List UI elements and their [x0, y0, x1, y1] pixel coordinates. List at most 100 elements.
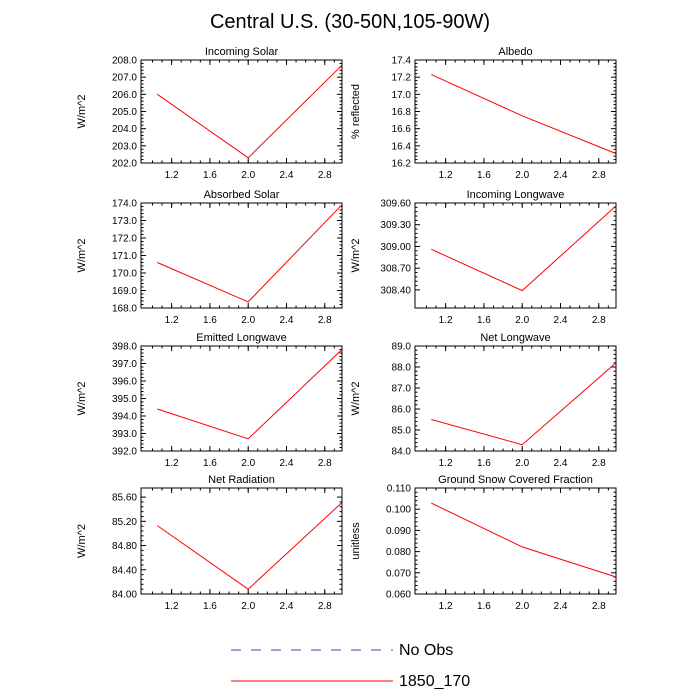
x-tick-label: 2.4: [280, 315, 294, 326]
x-tick-label: 1.2: [165, 601, 179, 612]
y-tick-label: 171.0: [112, 251, 137, 262]
y-axis-label: % reflected: [350, 84, 362, 139]
y-tick-label: 168.0: [112, 304, 137, 315]
series-line: [157, 64, 343, 159]
series-line: [431, 74, 617, 155]
x-tick-label: 2.0: [515, 315, 529, 326]
y-tick-label: 0.100: [386, 505, 411, 516]
x-tick-label: 2.4: [280, 170, 294, 181]
x-tick-label: 1.6: [203, 458, 217, 469]
y-tick-label: 84.00: [112, 590, 137, 601]
x-tick-label: 2.8: [318, 170, 332, 181]
y-tick-label: 16.6: [392, 124, 412, 135]
x-tick-label: 2.0: [515, 458, 529, 469]
y-tick-label: 205.0: [112, 107, 137, 118]
y-tick-label: 398.0: [112, 342, 137, 353]
y-tick-label: 89.0: [392, 342, 412, 353]
x-tick-label: 2.4: [554, 458, 568, 469]
x-tick-label: 1.2: [439, 601, 453, 612]
x-tick-label: 2.4: [554, 315, 568, 326]
y-tick-label: 395.0: [112, 394, 137, 405]
x-tick-label: 1.6: [477, 601, 491, 612]
legend: No Obs 1850_170: [231, 642, 470, 690]
series-line: [431, 205, 617, 292]
y-tick-label: 84.80: [112, 541, 137, 552]
x-tick-label: 1.2: [165, 170, 179, 181]
x-tick-label: 1.2: [165, 315, 179, 326]
y-tick-label: 169.0: [112, 286, 137, 297]
x-tick-label: 1.2: [439, 170, 453, 181]
x-tick-label: 2.4: [554, 601, 568, 612]
panel-albedo: Albedo % reflected 1.2 1.6 2.0 2.4 2.8 16.2 16.4…: [350, 46, 617, 181]
x-tick-label: 2.0: [241, 458, 255, 469]
plot-frame: [414, 487, 617, 595]
y-tick-label: 202.0: [112, 159, 137, 170]
y-tick-label: 204.0: [112, 124, 137, 135]
panel-incoming-solar: Incoming Solar W/m^2 1.2 1.6 2.0 2.4 2.8 202.0 2…: [76, 46, 343, 181]
x-tick-label: 1.2: [439, 315, 453, 326]
y-tick-label: 309.30: [380, 220, 411, 231]
x-tick-label: 2.0: [241, 601, 255, 612]
series-line: [157, 502, 343, 590]
y-tick-label: 84.0: [392, 447, 412, 458]
x-tick-label: 1.6: [477, 458, 491, 469]
x-tick-label: 2.0: [241, 315, 255, 326]
y-tick-label: 17.4: [392, 56, 412, 67]
y-tick-label: 206.0: [112, 90, 137, 101]
y-tick-label: 203.0: [112, 141, 137, 152]
panel-title: Absorbed Solar: [204, 189, 280, 201]
x-tick-label: 1.6: [203, 170, 217, 181]
y-tick-label: 309.00: [380, 242, 411, 253]
y-tick-label: 0.080: [386, 547, 411, 558]
series-line: [431, 362, 617, 446]
y-tick-label: 16.8: [392, 107, 412, 118]
x-tick-label: 2.4: [554, 170, 568, 181]
y-axis-label: W/m^2: [76, 382, 88, 416]
plot-frame: [414, 345, 617, 452]
panel-absorbed-solar: Absorbed Solar W/m^2 1.2 1.6 2.0 2.4 2.8 168.0 1…: [76, 189, 343, 326]
panel-title: Ground Snow Covered Fraction: [438, 474, 593, 486]
panels: Incoming Solar W/m^2 1.2 1.6 2.0 2.4 2.8 202.0 2…: [76, 46, 617, 612]
plot-frame: [140, 202, 343, 309]
y-tick-label: 85.20: [112, 517, 137, 528]
y-tick-label: 393.0: [112, 429, 137, 440]
y-tick-label: 88.0: [392, 363, 412, 374]
panel-net-longwave: Net Longwave W/m^2 1.2 1.6 2.0 2.4 2.8 84.0 85.0…: [350, 332, 617, 469]
legend-label-no-obs: No Obs: [399, 642, 453, 659]
y-axis-label: W/m^2: [350, 239, 362, 273]
y-tick-label: 17.2: [392, 73, 412, 84]
y-tick-label: 86.0: [392, 405, 412, 416]
y-tick-label: 173.0: [112, 216, 137, 227]
y-axis-label: W/m^2: [350, 382, 362, 416]
y-tick-label: 396.0: [112, 377, 137, 388]
y-axis-label: W/m^2: [76, 95, 88, 129]
x-tick-label: 2.4: [280, 458, 294, 469]
x-tick-label: 2.4: [280, 601, 294, 612]
y-tick-label: 172.0: [112, 234, 137, 245]
y-tick-label: 84.40: [112, 565, 137, 576]
x-tick-label: 2.0: [241, 170, 255, 181]
panel-emitted-longwave: Emitted Longwave W/m^2 1.2 1.6 2.0 2.4 2.8 392.…: [76, 332, 343, 469]
plot-frame: [140, 345, 343, 452]
x-tick-label: 1.6: [477, 170, 491, 181]
x-tick-label: 2.8: [592, 601, 606, 612]
y-axis-label: W/m^2: [76, 239, 88, 273]
y-tick-label: 0.070: [386, 568, 411, 579]
y-tick-label: 207.0: [112, 73, 137, 84]
y-tick-label: 309.60: [380, 199, 411, 210]
y-tick-label: 392.0: [112, 447, 137, 458]
plot-frame: [140, 59, 343, 164]
y-tick-label: 308.40: [380, 285, 411, 296]
y-tick-label: 16.4: [392, 141, 412, 152]
x-tick-label: 2.8: [318, 601, 332, 612]
x-tick-label: 1.6: [477, 315, 491, 326]
x-tick-label: 2.0: [515, 601, 529, 612]
panel-title: Emitted Longwave: [196, 332, 287, 344]
plot-frame: [414, 59, 617, 164]
y-tick-label: 85.0: [392, 426, 412, 437]
panel-incoming-longwave: Incoming Longwave W/m^2 1.2 1.6 2.0 2.4 2.8 308…: [350, 189, 617, 326]
y-tick-label: 85.60: [112, 493, 137, 504]
panel-title: Net Longwave: [480, 332, 550, 344]
figure-title: Central U.S. (30-50N,105-90W): [210, 11, 490, 33]
